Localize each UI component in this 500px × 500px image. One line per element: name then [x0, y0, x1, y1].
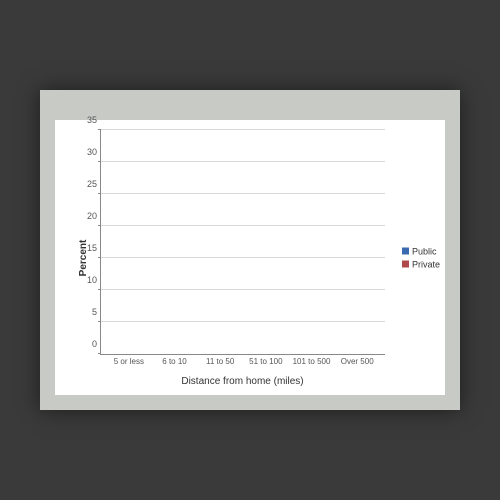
y-tick-label: 0 [92, 339, 97, 349]
y-tick-label: 5 [92, 307, 97, 317]
y-tick-mark [98, 225, 101, 226]
gridline [101, 129, 385, 130]
legend-item: Private [402, 259, 440, 269]
y-tick-label: 20 [87, 211, 97, 221]
y-tick-mark [98, 161, 101, 162]
screenshot-frame: Percent 5 or less6 to 1011 to 5051 to 10… [40, 90, 460, 410]
x-tick-label: 6 to 10 [162, 357, 186, 366]
x-tick-label: 51 to 100 [249, 357, 282, 366]
x-tick-label: Over 500 [341, 357, 374, 366]
x-axis-label: Distance from home (miles) [100, 376, 385, 387]
y-tick-label: 25 [87, 179, 97, 189]
legend-swatch [402, 248, 409, 255]
y-tick-label: 35 [87, 115, 97, 125]
y-tick-label: 30 [87, 147, 97, 157]
y-tick-mark [98, 289, 101, 290]
gridline [101, 161, 385, 162]
y-tick-mark [98, 193, 101, 194]
legend-item: Public [402, 246, 440, 256]
x-tick-label: 11 to 50 [206, 357, 234, 366]
legend-label: Public [412, 246, 437, 256]
legend-swatch [402, 261, 409, 268]
legend: Public Private [402, 243, 440, 272]
y-tick-mark [98, 353, 101, 354]
x-tick-label: 101 to 500 [293, 357, 331, 366]
legend-label: Private [412, 259, 440, 269]
y-tick-label: 10 [87, 275, 97, 285]
gridline [101, 257, 385, 258]
chart-container: Percent 5 or less6 to 1011 to 5051 to 10… [55, 120, 445, 395]
gridline [101, 321, 385, 322]
plot-area: 5 or less6 to 1011 to 5051 to 100101 to … [100, 130, 385, 355]
gridline [101, 193, 385, 194]
gridline [101, 225, 385, 226]
y-tick-mark [98, 321, 101, 322]
y-tick-mark [98, 257, 101, 258]
y-tick-label: 15 [87, 243, 97, 253]
gridline [101, 289, 385, 290]
y-tick-mark [98, 129, 101, 130]
x-tick-label: 5 or less [114, 357, 144, 366]
